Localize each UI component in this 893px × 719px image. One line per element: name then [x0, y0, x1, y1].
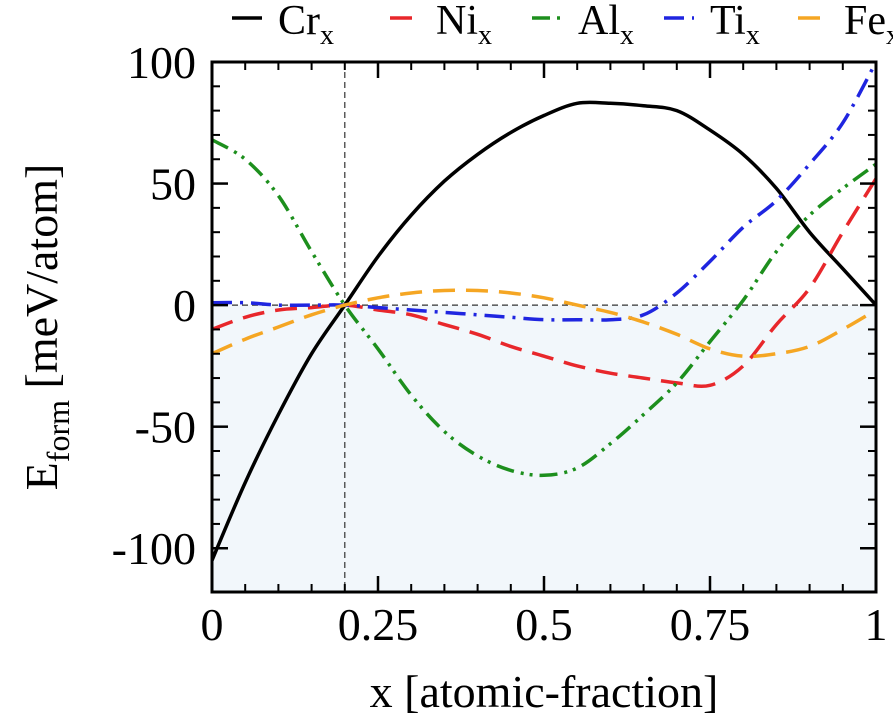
- legend-label-cr: Crx: [278, 0, 334, 51]
- legend-label-sub: x: [886, 20, 893, 51]
- legend-label-fe: Fex: [844, 0, 893, 51]
- y-tick-label: 0: [173, 280, 196, 331]
- y-axis-title-rest: [meV/atom]: [16, 164, 67, 400]
- series-line-fe: [212, 288, 876, 359]
- legend-label-main: Ni: [436, 0, 478, 44]
- x-tick-label: 0.25: [338, 599, 419, 650]
- shaded-negative-region: [212, 305, 876, 592]
- y-axis-title-sub: form: [40, 400, 76, 462]
- y-axis-title: Eform [meV/atom]: [16, 164, 76, 491]
- legend-label-ni: Nix: [436, 0, 492, 51]
- series-line-ti: [212, 62, 876, 322]
- y-axis-title-main: E: [16, 462, 67, 490]
- legend-label-sub: x: [746, 20, 760, 51]
- legend-label-sub: x: [478, 20, 492, 51]
- y-tick-label: 50: [150, 159, 196, 210]
- x-axis-title: x [atomic-fraction]: [370, 666, 719, 717]
- x-tick-label: 0.5: [515, 599, 573, 650]
- legend-label-main: Cr: [278, 0, 320, 44]
- series-line-al: [212, 138, 876, 478]
- legend-label-al: Alx: [578, 0, 634, 51]
- legend-label-sub: x: [620, 20, 634, 51]
- legend-label-sub: x: [320, 20, 334, 51]
- legend: Crx Nix Alx Tix Fex: [232, 0, 893, 51]
- x-tick-label: 0: [201, 599, 224, 650]
- y-tick-label: -100: [112, 523, 196, 574]
- series-line-cr: [212, 100, 876, 562]
- legend-label-main: Ti: [710, 0, 746, 44]
- ticks-layer: 0 0.25 0.5 0.75 1 100 50 0 -50 -100: [112, 37, 888, 650]
- series-line-ni: [212, 177, 876, 389]
- legend-label-main: Fe: [844, 0, 886, 44]
- legend-label-main: Al: [578, 0, 620, 44]
- series-layer: [212, 62, 876, 562]
- y-tick-label: 100: [127, 37, 196, 88]
- y-tick-label: -50: [135, 402, 196, 453]
- x-tick-label: 1: [865, 599, 888, 650]
- x-tick-label: 0.75: [670, 599, 751, 650]
- legend-label-ti: Tix: [710, 0, 760, 51]
